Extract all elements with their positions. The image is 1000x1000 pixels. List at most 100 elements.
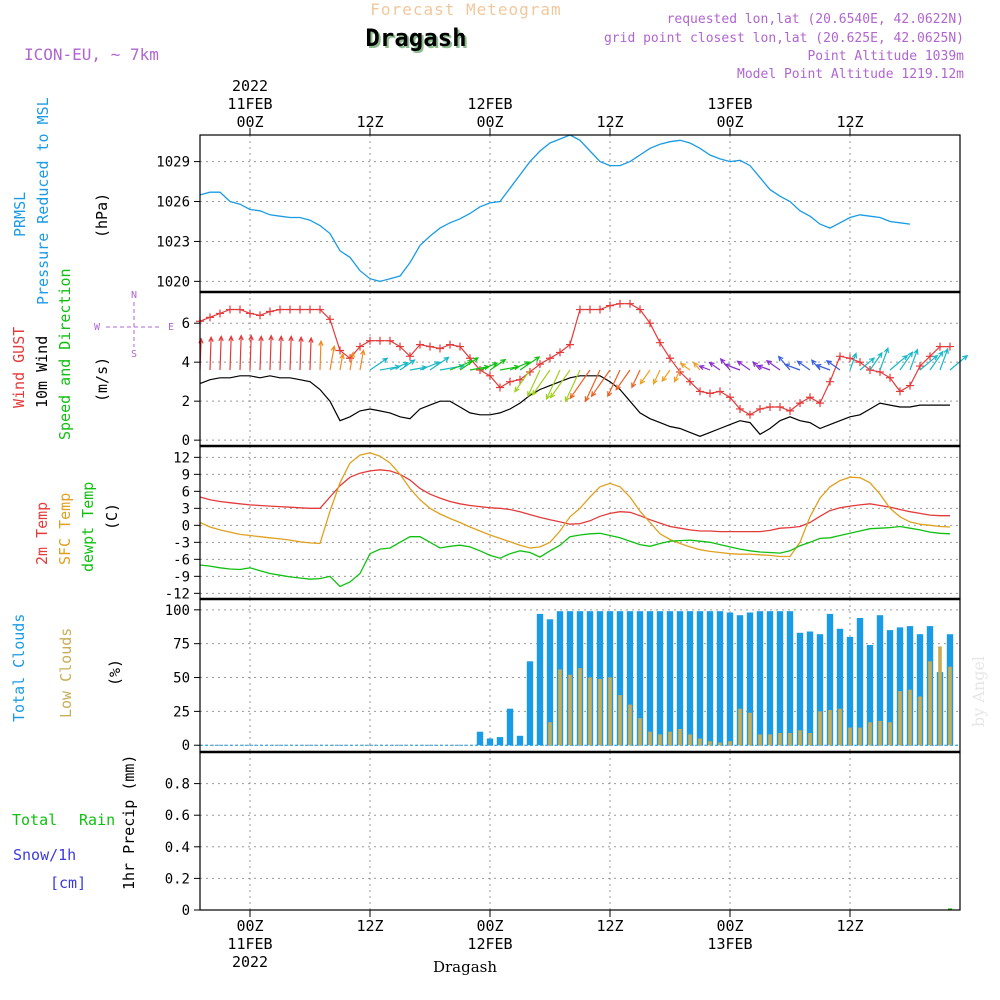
wind-direction-arrow — [359, 348, 366, 371]
wind-direction-arrow — [652, 369, 661, 386]
low-cloud-bar — [638, 718, 642, 746]
wind-direction-arrow — [564, 369, 581, 403]
wind-gust-marker — [276, 305, 284, 314]
ytick-label-precip-1: 0.2 — [165, 871, 190, 887]
wind-direction-arrow — [859, 357, 876, 371]
low-cloud-bar — [628, 704, 632, 746]
wind-gust-label: Wind GUST — [10, 327, 28, 408]
rain-bar — [948, 908, 952, 910]
temp-dewpt-label: dewpt Temp — [79, 482, 97, 572]
chart-title: Forecast Meteogram — [370, 0, 561, 19]
wind-direction-arrow — [584, 369, 601, 403]
snow-label: Snow/1h — [13, 846, 76, 864]
low-cloud-bar — [658, 734, 662, 746]
wind-gust-marker — [456, 342, 464, 351]
wind-direction-arrow — [639, 369, 651, 385]
footer-station: Dragash — [433, 958, 497, 976]
wind-gust-marker — [506, 377, 514, 386]
wind-gust-marker — [756, 404, 764, 413]
low-cloud-bar — [568, 674, 572, 746]
total-cloud-bar — [826, 613, 834, 746]
station-name: Dragash — [367, 26, 468, 54]
wind-direction-arrow — [879, 346, 889, 371]
wind-direction-arrow — [849, 352, 858, 371]
wind-direction-arrow — [899, 351, 914, 371]
ytick-label-clouds-3: 75 — [173, 637, 190, 653]
low-cloud-bar — [728, 741, 732, 746]
wind-gust-marker — [426, 342, 434, 351]
low-cloud-bar — [878, 720, 882, 746]
total-cloud-bar — [906, 626, 914, 746]
wind-gust-marker — [886, 373, 894, 382]
wind-direction-arrow — [909, 348, 919, 371]
bottom-time-label-1-0: 12Z — [356, 917, 383, 935]
low-cloud-bar — [828, 710, 832, 746]
precip-unit-label: 1hr Precip (mm) — [120, 755, 138, 890]
total-cloud-bar — [516, 735, 524, 746]
total-cloud-bar — [506, 708, 514, 746]
wind-direction-arrow — [889, 354, 909, 371]
frame-layer — [199, 134, 961, 911]
low-cloud-bar — [758, 734, 762, 746]
total-cloud-bar — [616, 611, 624, 746]
total-cloud-bar — [846, 636, 854, 746]
wind-direction-arrow — [765, 360, 781, 371]
wind-gust-marker — [376, 336, 384, 345]
wind-direction-arrow — [288, 335, 294, 371]
compass-rose: N S W E — [94, 290, 174, 360]
wind-direction-arrow — [369, 357, 389, 371]
wind-gust-marker — [226, 305, 234, 314]
wind-gust-marker — [326, 315, 334, 324]
wind-gust-marker — [706, 389, 714, 398]
low-cloud-bar — [588, 677, 592, 746]
low-cloud-bar — [818, 711, 822, 746]
ytick-label-temp-0: -12 — [165, 586, 190, 602]
wind-direction-arrow — [545, 369, 561, 401]
wind-gust-marker — [946, 342, 954, 351]
wind-gust-marker — [676, 367, 684, 376]
total-cloud-bar — [656, 611, 664, 746]
ytick-label-precip-4: 0.8 — [165, 777, 190, 793]
top-time-label-1-0: 12Z — [356, 113, 383, 131]
wind-gust-marker — [436, 344, 444, 353]
wind-gust-marker — [776, 403, 784, 412]
wind-gust-marker — [646, 319, 654, 328]
wind-gust-marker — [836, 352, 844, 361]
total-clouds-label: Total Clouds — [10, 614, 28, 722]
temp-sfc-label: SFC Temp — [56, 493, 74, 565]
wind-direction-arrow — [796, 360, 811, 371]
low-cloud-bar — [698, 738, 702, 746]
total-cloud-bar — [896, 627, 904, 746]
total-cloud-bar — [786, 611, 794, 746]
low-cloud-bar — [558, 669, 562, 746]
low-cloud-bar — [808, 733, 812, 746]
clouds-unit-label: (%) — [106, 659, 124, 686]
wind-direction-arrow — [308, 336, 314, 371]
wind-direction-arrow — [815, 363, 831, 371]
compass-s: S — [131, 349, 137, 360]
top-time-label-0-0: 2022 — [232, 77, 268, 95]
low-cloud-bar — [838, 708, 842, 746]
low-cloud-bar — [848, 727, 852, 746]
ytick-label-temp-7: 9 — [182, 467, 190, 483]
wind-direction-arrow — [673, 369, 681, 383]
pressure-unit-label: (hPa) — [93, 193, 111, 238]
ytick-label-temp-3: -3 — [173, 535, 190, 551]
temp-unit-label: (C) — [103, 503, 121, 530]
wind-direction-arrow — [479, 362, 499, 371]
panel-frame-wind — [199, 291, 961, 447]
wind-gust-marker — [846, 354, 854, 363]
total-cloud-bar — [796, 632, 804, 746]
temp-2m-line — [199, 469, 950, 533]
wind-direction-arrow — [208, 335, 214, 371]
wind-gust-marker — [726, 393, 734, 402]
low-cloud-bar — [908, 689, 912, 746]
total-cloud-bar — [716, 611, 724, 746]
wind-direction-arrow — [218, 335, 224, 371]
wind-gust-marker — [616, 299, 624, 308]
total-cloud-bar — [676, 611, 684, 746]
wind-direction-arrow — [531, 369, 551, 397]
model-point-altitude: Model Point Altitude 1219.12m — [737, 67, 964, 82]
wind-direction-arrow — [736, 360, 751, 371]
ytick-label-temp-4: 0 — [182, 518, 190, 534]
